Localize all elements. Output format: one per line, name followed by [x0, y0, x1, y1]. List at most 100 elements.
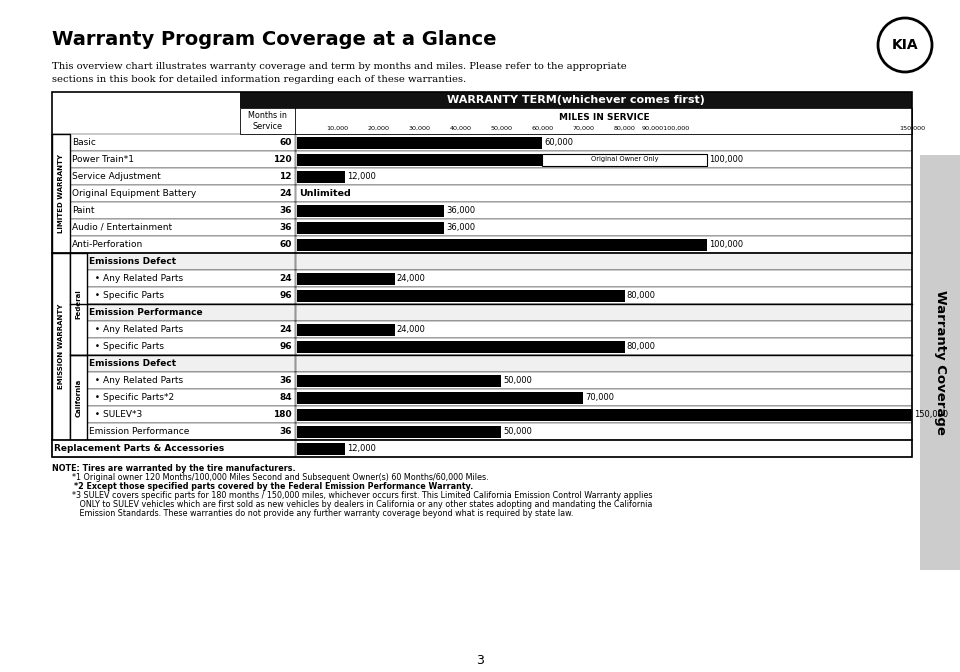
Text: 96: 96 [279, 291, 292, 300]
Text: • Specific Parts: • Specific Parts [89, 291, 164, 300]
Bar [52, 321, 912, 338]
Text: Power Train*1: Power Train*1 [72, 155, 134, 164]
Text: Months in
Service: Months in Service [248, 111, 287, 132]
Text: 50,000: 50,000 [503, 427, 532, 436]
Text: WARRANTY TERM(whichever comes first): WARRANTY TERM(whichever comes first) [447, 95, 705, 105]
Bar [52, 423, 912, 440]
Bar [52, 440, 295, 457]
Bar [240, 92, 912, 108]
Bar [52, 389, 912, 406]
Text: 60: 60 [279, 240, 292, 249]
Text: 60: 60 [279, 138, 292, 147]
Text: • Any Related Parts: • Any Related Parts [89, 376, 183, 385]
Bar [297, 374, 501, 386]
Text: ONLY to SULEV vehicles which are first sold as new vehicles by dealers in Califo: ONLY to SULEV vehicles which are first s… [52, 500, 653, 509]
Text: Replacement Parts & Accessories: Replacement Parts & Accessories [54, 444, 205, 453]
Text: Original Equipment Battery: Original Equipment Battery [72, 189, 196, 198]
Text: MILES IN SERVICE: MILES IN SERVICE [559, 112, 649, 122]
Text: Warranty Coverage: Warranty Coverage [933, 290, 947, 435]
Text: 80,000: 80,000 [627, 291, 656, 300]
Text: 36,000: 36,000 [445, 206, 475, 215]
Text: Original Owner Only: Original Owner Only [590, 157, 659, 163]
Bar [240, 108, 912, 134]
Bar [52, 134, 70, 253]
Text: 60,000: 60,000 [544, 138, 573, 147]
Bar [52, 406, 912, 423]
Bar [52, 236, 912, 253]
Text: 24: 24 [279, 325, 292, 334]
Text: 36: 36 [279, 206, 292, 215]
Text: Replacement Parts & Accessories: Replacement Parts & Accessories [54, 444, 225, 453]
Bar [297, 341, 625, 353]
Bar [297, 273, 395, 284]
Text: • Specific Parts*2: • Specific Parts*2 [89, 393, 174, 402]
Bar [52, 202, 912, 219]
Text: Emission Performance: Emission Performance [89, 308, 203, 317]
Text: California: California [76, 378, 82, 417]
Text: 12: 12 [279, 444, 292, 453]
Text: 70,000: 70,000 [572, 126, 594, 130]
Text: 12,000: 12,000 [348, 172, 376, 181]
Text: KIA: KIA [892, 38, 919, 52]
Text: • SULEV*3: • SULEV*3 [89, 410, 142, 419]
Text: 80,000: 80,000 [627, 342, 656, 351]
Text: Emissions Defect: Emissions Defect [89, 359, 176, 368]
Bar [297, 323, 395, 335]
Text: Emissions Defect: Emissions Defect [89, 257, 176, 266]
Text: 12: 12 [279, 172, 292, 181]
Bar [52, 270, 912, 287]
Text: 24: 24 [279, 274, 292, 283]
Text: LIMITED WARRANTY: LIMITED WARRANTY [58, 154, 64, 233]
Text: Anti-Perforation: Anti-Perforation [72, 240, 143, 249]
Bar [52, 168, 912, 185]
Text: *2 Except those specified parts covered by the Federal Emission Performance Warr: *2 Except those specified parts covered … [52, 482, 473, 491]
Bar [297, 222, 444, 233]
Text: 100,000: 100,000 [708, 155, 743, 164]
Text: 80,000: 80,000 [613, 126, 636, 130]
Text: 100,000: 100,000 [708, 240, 743, 249]
Text: 96: 96 [279, 342, 292, 351]
Text: Basic: Basic [72, 138, 96, 147]
Text: Audio / Entertainment: Audio / Entertainment [72, 223, 172, 232]
Text: • Any Related Parts: • Any Related Parts [89, 325, 183, 334]
Bar [297, 409, 912, 421]
Text: EMISSION WARRANTY: EMISSION WARRANTY [58, 304, 64, 389]
Bar [52, 372, 912, 389]
Bar [52, 355, 912, 372]
Text: 20,000: 20,000 [367, 126, 389, 130]
Bar [297, 136, 542, 149]
Bar [52, 440, 912, 457]
Text: 40,000: 40,000 [449, 126, 471, 130]
Text: 120: 120 [274, 155, 292, 164]
Bar [52, 287, 912, 304]
Bar [52, 253, 70, 440]
Text: NOTE: Tires are warranted by the tire manufacturers.: NOTE: Tires are warranted by the tire ma… [52, 464, 296, 473]
Text: Warranty Program Coverage at a Glance: Warranty Program Coverage at a Glance [52, 30, 496, 49]
Bar [297, 171, 346, 183]
Text: sections in this book for detailed information regarding each of these warrantie: sections in this book for detailed infor… [52, 75, 467, 84]
Text: 50,000: 50,000 [491, 126, 513, 130]
Text: 180: 180 [274, 410, 292, 419]
Bar [297, 204, 444, 216]
Text: 24,000: 24,000 [396, 274, 425, 283]
Text: • Any Related Parts: • Any Related Parts [89, 274, 183, 283]
Bar [52, 253, 912, 270]
Bar [542, 153, 707, 165]
Bar [52, 185, 912, 202]
Text: 84: 84 [279, 393, 292, 402]
Bar [52, 92, 912, 457]
Text: This overview chart illustrates warranty coverage and term by months and miles. : This overview chart illustrates warranty… [52, 62, 627, 71]
Circle shape [878, 18, 932, 72]
Text: Emission Performance: Emission Performance [89, 427, 189, 436]
Bar [920, 155, 960, 570]
Text: 70,000: 70,000 [586, 393, 614, 402]
Bar [297, 290, 625, 302]
Bar [70, 355, 87, 440]
Text: 24,000: 24,000 [396, 325, 425, 334]
Text: Service Adjustment: Service Adjustment [72, 172, 160, 181]
Bar [52, 338, 912, 355]
Text: • Specific Parts: • Specific Parts [89, 342, 164, 351]
Text: 36: 36 [279, 376, 292, 385]
Bar [297, 442, 346, 454]
Bar [52, 151, 912, 168]
